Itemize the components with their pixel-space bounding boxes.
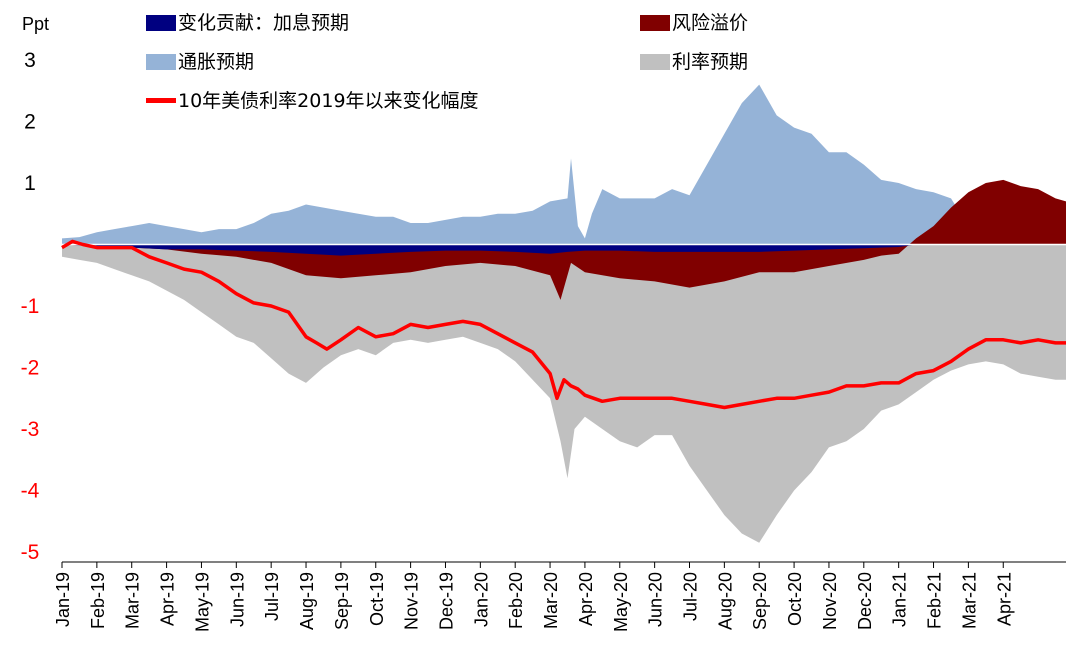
legend-label: 通胀预期 bbox=[178, 51, 254, 73]
area-series-inf bbox=[62, 84, 1066, 245]
x-tick-label: Feb-21 bbox=[925, 572, 945, 629]
x-tick-label: Apr-19 bbox=[158, 572, 178, 626]
y-tick-label: 3 bbox=[24, 49, 36, 72]
y-tick-label: -3 bbox=[21, 418, 40, 441]
x-tick-label: Oct-19 bbox=[367, 572, 387, 626]
x-tick-label: Oct-20 bbox=[785, 572, 805, 626]
x-tick-label: Jul-19 bbox=[262, 572, 282, 621]
legend-line-swatch bbox=[146, 98, 176, 103]
x-tick-label: Dec-20 bbox=[855, 572, 875, 630]
legend-label: 利率预期 bbox=[672, 51, 748, 73]
area-series-rate bbox=[62, 244, 1066, 543]
x-tick-label: Jun-20 bbox=[646, 572, 666, 627]
legend-label: 变化贡献：加息预期 bbox=[178, 12, 349, 34]
x-tick-label: May-19 bbox=[192, 572, 212, 632]
area-layer bbox=[62, 84, 1066, 543]
x-tick-label: Sep-19 bbox=[332, 572, 352, 630]
x-tick-label: Jan-19 bbox=[53, 572, 73, 627]
legend-item-rp: 风险溢价 bbox=[640, 12, 748, 34]
x-tick-label: Aug-19 bbox=[297, 572, 317, 630]
area-series-tp bbox=[62, 244, 1066, 256]
legend-label: 10年美债利率2019年以来变化幅度 bbox=[178, 90, 479, 112]
legend-swatch bbox=[640, 54, 670, 70]
y-unit-label: Ppt bbox=[22, 14, 49, 34]
x-tick-label: Sep-20 bbox=[750, 572, 770, 630]
legend-label: 风险溢价 bbox=[672, 12, 748, 34]
x-tick-label: Nov-20 bbox=[820, 572, 840, 630]
legend-swatch bbox=[146, 15, 176, 31]
x-tick-label: Jan-20 bbox=[471, 572, 491, 627]
legend-item-yield: 10年美债利率2019年以来变化幅度 bbox=[146, 90, 479, 112]
x-tick-label: Jun-19 bbox=[227, 572, 247, 627]
x-tick-label: May-20 bbox=[611, 572, 631, 632]
x-tick-label: Dec-19 bbox=[437, 572, 457, 630]
x-tick-label: Apr-21 bbox=[994, 572, 1014, 626]
legend-item-rate: 利率预期 bbox=[640, 51, 748, 73]
x-tick-label: Nov-19 bbox=[402, 572, 422, 630]
x-tick-label: Mar-19 bbox=[123, 572, 143, 629]
x-tick-label: Apr-20 bbox=[576, 572, 596, 626]
x-tick-label: Aug-20 bbox=[715, 572, 735, 630]
yield-line-layer bbox=[61, 239, 1066, 410]
x-tick-label: Feb-19 bbox=[88, 572, 108, 629]
x-tick-label: Jan-21 bbox=[890, 572, 910, 627]
x-tick-label: Feb-20 bbox=[506, 572, 526, 629]
x-tick-label: Jul-20 bbox=[681, 572, 701, 621]
x-tick-label: Mar-21 bbox=[959, 572, 979, 629]
y-tick-label: -5 bbox=[21, 541, 40, 564]
area-series-rp bbox=[62, 179, 1066, 300]
legend-item-inf: 通胀预期 bbox=[146, 51, 254, 73]
x-tick-label: Mar-20 bbox=[541, 572, 561, 629]
y-tick-label: 1 bbox=[24, 172, 36, 195]
legend-item-tp: 变化贡献：加息预期 bbox=[146, 12, 349, 34]
y-tick-label: 2 bbox=[24, 111, 36, 134]
axis-layer: 3 2 1 -1 -2 -3 -4 -5 Jan-19 Feb-19 Mar-19 Apr-19 May… bbox=[21, 49, 1066, 632]
legend-swatch bbox=[146, 54, 176, 70]
y-tick-label: -4 bbox=[21, 480, 40, 503]
legend-swatch bbox=[640, 15, 670, 31]
y-tick-label: -1 bbox=[21, 295, 40, 318]
line-series-yield bbox=[61, 239, 1066, 410]
y-tick-label: -2 bbox=[21, 357, 40, 380]
